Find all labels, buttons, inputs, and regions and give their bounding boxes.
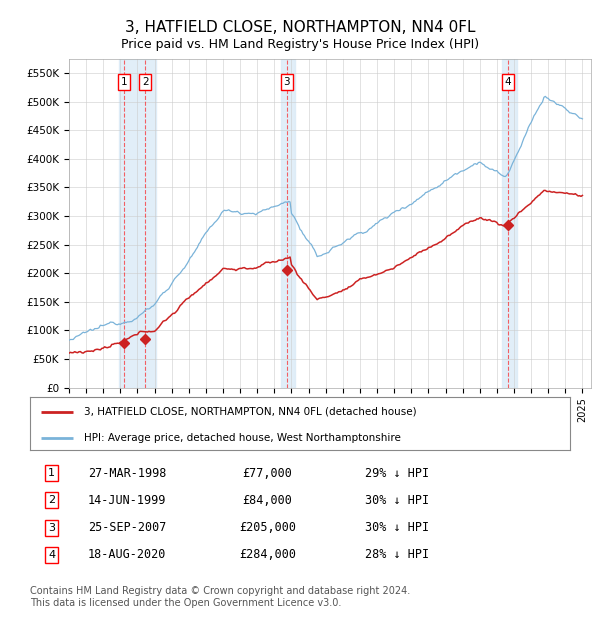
Text: 14-JUN-1999: 14-JUN-1999 bbox=[88, 494, 166, 507]
Text: 2: 2 bbox=[48, 495, 55, 505]
Text: HPI: Average price, detached house, West Northamptonshire: HPI: Average price, detached house, West… bbox=[84, 433, 401, 443]
Text: 3, HATFIELD CLOSE, NORTHAMPTON, NN4 0FL (detached house): 3, HATFIELD CLOSE, NORTHAMPTON, NN4 0FL … bbox=[84, 407, 416, 417]
Text: 2: 2 bbox=[142, 77, 148, 87]
Text: £84,000: £84,000 bbox=[242, 494, 293, 507]
Text: 29% ↓ HPI: 29% ↓ HPI bbox=[365, 467, 429, 479]
Bar bbox=[281, 59, 295, 388]
Text: 1: 1 bbox=[48, 468, 55, 478]
Text: 28% ↓ HPI: 28% ↓ HPI bbox=[365, 549, 429, 561]
Text: 18-AUG-2020: 18-AUG-2020 bbox=[88, 549, 166, 561]
Text: 30% ↓ HPI: 30% ↓ HPI bbox=[365, 494, 429, 507]
Text: 27-MAR-1998: 27-MAR-1998 bbox=[88, 467, 166, 479]
Text: 4: 4 bbox=[505, 77, 511, 87]
Text: £77,000: £77,000 bbox=[242, 467, 293, 479]
Text: 1: 1 bbox=[121, 77, 128, 87]
Bar bbox=[502, 59, 517, 388]
Text: 4: 4 bbox=[48, 550, 55, 560]
Bar bbox=[119, 59, 156, 388]
Text: 3: 3 bbox=[284, 77, 290, 87]
Text: 3: 3 bbox=[48, 523, 55, 533]
Text: £205,000: £205,000 bbox=[239, 521, 296, 534]
Text: £284,000: £284,000 bbox=[239, 549, 296, 561]
Text: Price paid vs. HM Land Registry's House Price Index (HPI): Price paid vs. HM Land Registry's House … bbox=[121, 38, 479, 51]
Text: 3, HATFIELD CLOSE, NORTHAMPTON, NN4 0FL: 3, HATFIELD CLOSE, NORTHAMPTON, NN4 0FL bbox=[125, 20, 475, 35]
Text: 30% ↓ HPI: 30% ↓ HPI bbox=[365, 521, 429, 534]
Text: 25-SEP-2007: 25-SEP-2007 bbox=[88, 521, 166, 534]
Text: Contains HM Land Registry data © Crown copyright and database right 2024.
This d: Contains HM Land Registry data © Crown c… bbox=[30, 586, 410, 608]
